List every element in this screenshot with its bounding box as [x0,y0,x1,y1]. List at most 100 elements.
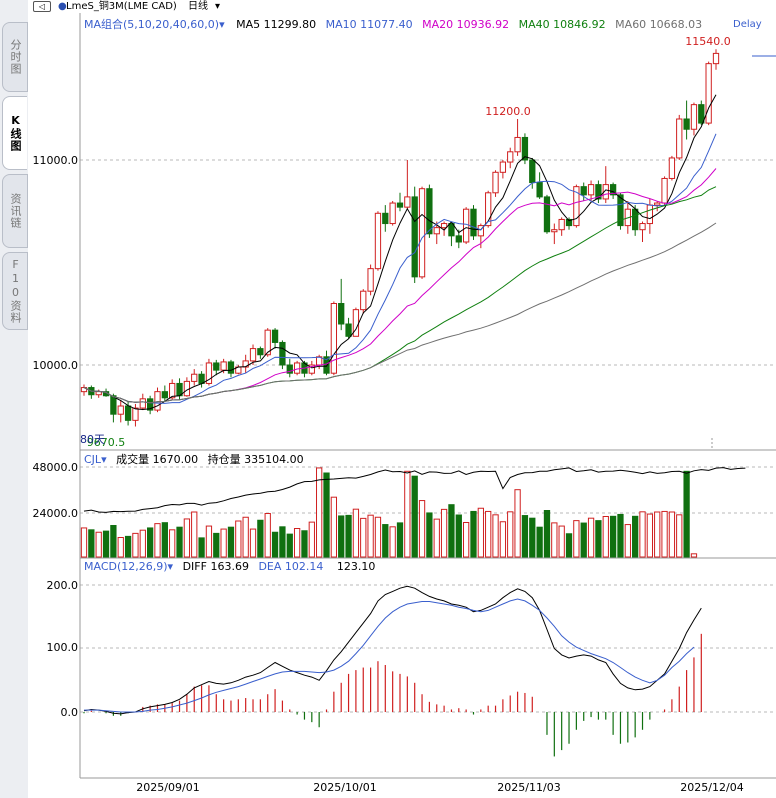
volume-bars [80,467,698,558]
volume-bar-down [271,531,279,558]
open-interest-line [83,467,746,513]
volume-label: 成交量 [116,453,150,466]
tab-kline-chart[interactable]: K线图 [2,96,27,170]
volume-bar-down [338,515,345,558]
candle-up [558,218,565,231]
back-button[interactable]: ◁ [33,1,51,12]
volume-bar-up [492,514,499,558]
volume-bar-up [639,511,646,558]
candle-up [330,303,338,374]
macd-y-tick-200: 200.0 [47,579,79,592]
macd-dea-line [84,598,695,713]
volume-bar-down [536,526,543,558]
chevron-down-icon[interactable]: ▾ [219,18,225,31]
volume-bar-up [293,528,301,558]
volume-bar-up [573,520,580,558]
candle-up [169,382,176,399]
candle-up [492,171,499,194]
chart-area[interactable]: 11000.0 10000.0 48000.0 24000.0 200.0 10… [28,13,776,798]
candle-up [360,290,367,311]
ma20-label: MA20 [422,18,454,31]
candle-down [580,186,587,196]
macd-indicator-selector[interactable]: MACD(12,26,9) [84,560,168,573]
candle-up [440,223,448,229]
candle-down [536,182,543,198]
candle-up [573,186,580,227]
volume-bar-down [124,535,132,558]
candle-up [602,184,609,200]
period-selector[interactable]: 日线 [188,1,208,12]
candle-down [683,118,690,130]
volume-bar-up [139,529,146,558]
ma5-value: 11299.80 [263,18,317,31]
candle-up [551,229,558,233]
tab-news-chain[interactable]: 资讯链 [2,174,28,248]
mid-high-price-label: 11200.0 [485,105,531,118]
volume-bar-down [102,530,110,558]
candle-down [323,356,330,374]
ma60-value: 10668.03 [649,18,703,31]
volume-bar-up [485,510,492,558]
candle-down [426,188,433,235]
candle-up [485,192,492,227]
candle-up [676,118,683,159]
volume-bar-up [690,553,698,558]
volume-bar-down [632,515,639,558]
candle-up [690,104,698,130]
candle-up [154,391,161,411]
volume-bar-down [396,522,404,558]
candle-up [374,212,382,270]
candle-up [205,362,213,384]
candle-up [293,362,301,374]
volume-bar-down [257,519,264,558]
open-interest-value: 335104.00 [244,453,304,466]
candle-up [132,407,139,421]
tab-time-chart[interactable]: 分时图 [2,22,28,92]
candle-down [396,202,404,208]
ma60-line [83,222,717,404]
volume-bar-up [308,521,315,558]
volume-bar-up [80,527,88,558]
chevron-down-icon[interactable]: ▾ [215,1,221,12]
volume-bar-down [683,470,690,558]
price-candles [80,49,720,427]
chevron-down-icon[interactable]: ▾ [167,560,174,573]
tab-f10-data[interactable]: F10资料 [2,252,28,330]
volume-bar-down [301,530,308,558]
chevron-down-icon[interactable]: ▾ [101,453,107,466]
volume-bar-up [154,523,161,558]
candle-down [521,136,529,161]
candle-down [161,391,168,399]
volume-bar-up [418,500,426,558]
candle-down [227,361,235,374]
candle-down [382,212,389,225]
volume-bar-up [191,511,198,558]
volume-bar-up [433,518,440,558]
candle-down [338,303,345,325]
candle-down [543,196,551,233]
macd-dif-line [83,585,702,715]
candle-up [507,151,514,163]
candle-up [668,157,676,179]
volume-bar-up [551,522,558,558]
volume-bar-down [470,510,477,558]
candle-down [198,373,205,384]
volume-bar-up [676,514,683,558]
volume-bar-up [367,514,374,558]
candle-down [279,341,286,366]
volume-value: 1670.00 [152,453,199,466]
volume-indicator-selector[interactable]: CJL [84,453,102,466]
candle-up [139,398,146,409]
volume-bar-up [462,522,470,558]
volume-bar-down [617,513,624,558]
candle-down [286,364,293,374]
volume-bar-down [580,522,587,558]
ma-selector[interactable]: MA组合(5,10,20,40,60,0) [84,18,220,31]
volume-bar-up [264,513,271,558]
ma40-value: 10846.92 [553,18,606,31]
candle-down [448,223,455,237]
volume-bar-up [404,470,411,558]
macd-y-tick-100: 100.0 [47,641,79,654]
volume-bar-up [587,517,595,558]
candle-up [95,391,102,396]
